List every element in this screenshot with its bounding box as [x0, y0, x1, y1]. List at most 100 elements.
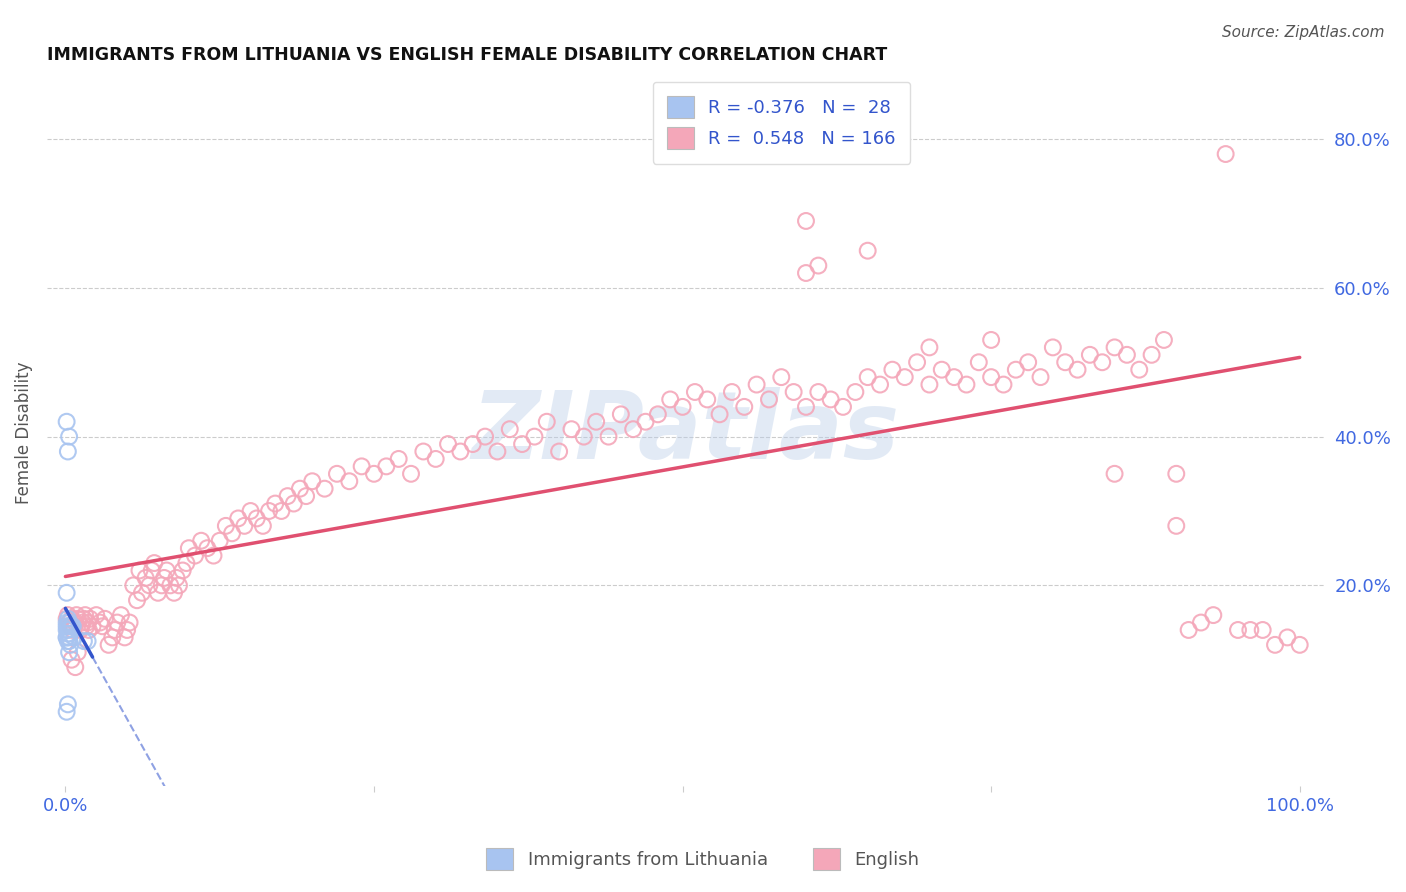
Point: [125, 593, 148, 607]
Point: [1288, 638, 1310, 652]
Point: [56, 444, 79, 458]
Point: [733, 400, 755, 414]
Point: [1004, 362, 1026, 376]
Point: [807, 259, 830, 273]
Point: [893, 370, 915, 384]
Point: [1177, 623, 1199, 637]
Point: [233, 519, 256, 533]
Point: [110, 608, 132, 623]
Point: [58, 615, 80, 630]
Point: [141, 564, 163, 578]
Point: [226, 511, 249, 525]
Point: [461, 437, 484, 451]
Point: [1166, 467, 1188, 481]
Point: [882, 362, 904, 376]
Point: [536, 415, 558, 429]
Point: [135, 571, 157, 585]
Point: [1277, 631, 1299, 645]
Point: [314, 482, 336, 496]
Point: [118, 615, 141, 630]
Point: [172, 564, 194, 578]
Point: [1104, 340, 1126, 354]
Point: [163, 586, 186, 600]
Point: [62, 619, 84, 633]
Point: [114, 631, 136, 645]
Point: [1104, 467, 1126, 481]
Point: [195, 541, 218, 556]
Point: [72, 615, 94, 630]
Point: [486, 444, 509, 458]
Point: [1042, 340, 1064, 354]
Point: [388, 451, 411, 466]
Point: [190, 533, 212, 548]
Point: [621, 422, 644, 436]
Point: [63, 631, 86, 645]
Point: [75, 608, 97, 623]
Point: [56, 623, 79, 637]
Point: [1128, 362, 1150, 376]
Point: [844, 384, 866, 399]
Point: [572, 429, 595, 443]
Point: [1091, 355, 1114, 369]
Point: [55, 631, 77, 645]
Point: [1116, 348, 1139, 362]
Point: [1251, 623, 1274, 637]
Point: [104, 623, 127, 637]
Point: [820, 392, 842, 407]
Point: [832, 400, 855, 414]
Point: [1017, 355, 1039, 369]
Point: [1153, 333, 1175, 347]
Point: [184, 549, 207, 563]
Point: [55, 705, 77, 719]
Point: [437, 437, 460, 451]
Point: [89, 615, 111, 630]
Point: [131, 586, 153, 600]
Point: [239, 504, 262, 518]
Point: [283, 497, 305, 511]
Point: [246, 511, 269, 525]
Point: [65, 660, 87, 674]
Point: [270, 504, 292, 518]
Point: [1215, 147, 1237, 161]
Point: [510, 437, 533, 451]
Point: [288, 482, 311, 496]
Point: [105, 615, 128, 630]
Point: [70, 619, 93, 633]
Point: [350, 459, 373, 474]
Point: [115, 623, 138, 637]
Point: [794, 214, 817, 228]
Point: [66, 645, 89, 659]
Point: [277, 489, 299, 503]
Point: [412, 444, 434, 458]
Point: [73, 612, 96, 626]
Point: [1227, 623, 1250, 637]
Point: [138, 578, 160, 592]
Text: ZIPatlas: ZIPatlas: [471, 387, 900, 479]
Point: [58, 645, 80, 659]
Point: [1054, 355, 1077, 369]
Point: [1029, 370, 1052, 384]
Point: [770, 370, 793, 384]
Point: [474, 429, 496, 443]
Legend: R = -0.376   N =  28, R =  0.548   N = 166: R = -0.376 N = 28, R = 0.548 N = 166: [652, 82, 911, 163]
Point: [943, 370, 966, 384]
Point: [671, 400, 693, 414]
Point: [128, 564, 150, 578]
Point: [1189, 615, 1212, 630]
Y-axis label: Female Disability: Female Disability: [15, 361, 32, 504]
Point: [56, 626, 79, 640]
Point: [150, 578, 173, 592]
Point: [56, 634, 79, 648]
Point: [76, 615, 98, 630]
Point: [1239, 623, 1261, 637]
Point: [967, 355, 990, 369]
Point: [1202, 608, 1225, 623]
Point: [918, 377, 941, 392]
Point: [56, 608, 79, 623]
Point: [58, 631, 80, 645]
Point: [55, 615, 77, 630]
Point: [59, 619, 82, 633]
Point: [58, 615, 80, 630]
Point: [55, 586, 77, 600]
Point: [794, 400, 817, 414]
